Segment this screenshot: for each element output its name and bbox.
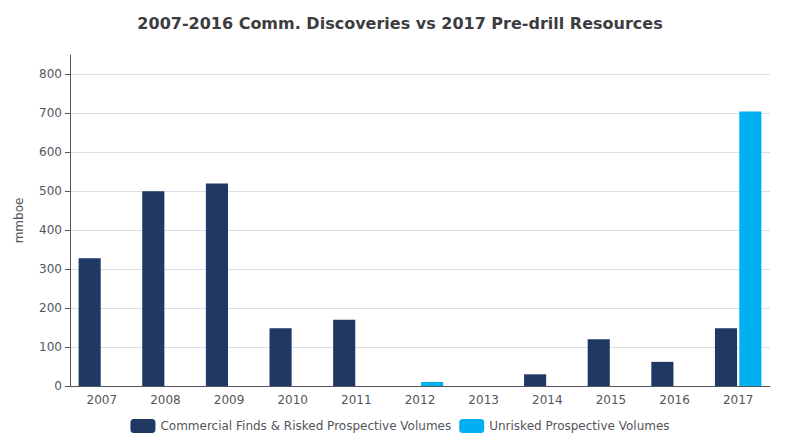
svg-text:2017: 2017 — [723, 393, 754, 407]
svg-text:200: 200 — [39, 301, 62, 315]
svg-text:800: 800 — [39, 67, 62, 81]
svg-text:2014: 2014 — [532, 393, 563, 407]
svg-text:300: 300 — [39, 262, 62, 276]
svg-text:2008: 2008 — [150, 393, 181, 407]
svg-text:100: 100 — [39, 340, 62, 354]
svg-text:2010: 2010 — [277, 393, 308, 407]
svg-text:2015: 2015 — [596, 393, 627, 407]
svg-text:mmboe: mmboe — [12, 198, 26, 244]
svg-text:2009: 2009 — [214, 393, 245, 407]
svg-text:0: 0 — [54, 379, 62, 393]
svg-text:2013: 2013 — [468, 393, 499, 407]
svg-text:2007-2016 Comm. Discoveries vs: 2007-2016 Comm. Discoveries vs 2017 Pre-… — [137, 14, 662, 33]
svg-text:Commercial Finds & Risked Pros: Commercial Finds & Risked Prospective Vo… — [160, 419, 451, 433]
svg-text:2012: 2012 — [405, 393, 436, 407]
svg-text:2011: 2011 — [341, 393, 372, 407]
svg-text:400: 400 — [39, 223, 62, 237]
svg-text:2007: 2007 — [87, 393, 118, 407]
svg-text:600: 600 — [39, 145, 62, 159]
svg-text:500: 500 — [39, 184, 62, 198]
svg-text:Unrisked Prospective Volumes: Unrisked Prospective Volumes — [489, 419, 669, 433]
svg-text:700: 700 — [39, 106, 62, 120]
svg-text:2016: 2016 — [659, 393, 690, 407]
